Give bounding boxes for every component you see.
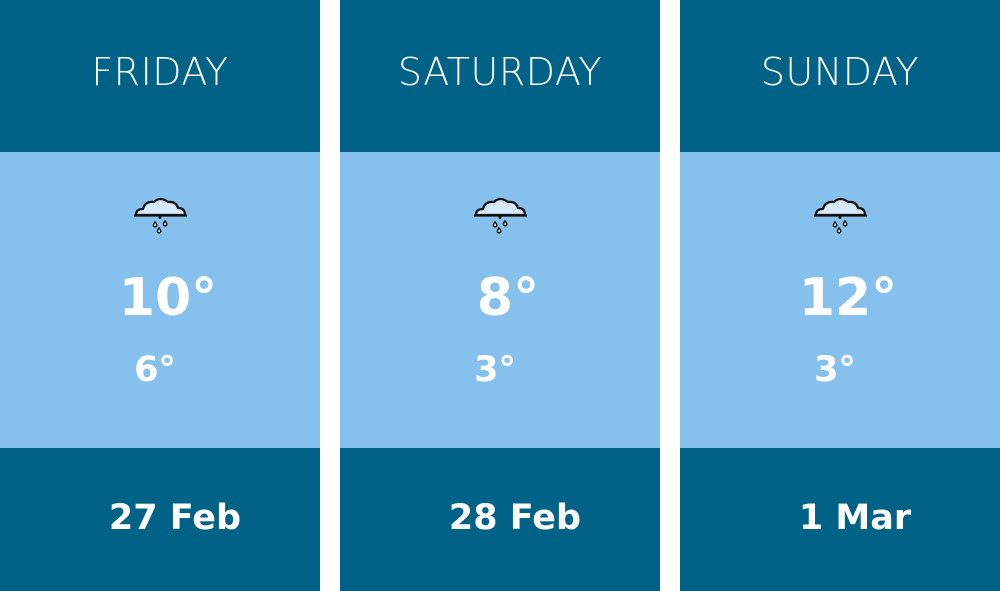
day-name: FRIDAY <box>91 50 229 94</box>
date-label: 1 Mar <box>798 498 912 538</box>
day-header: SATURDAY <box>340 0 660 152</box>
forecast-day-card: FRIDAY 10° 6° 27 Feb <box>0 0 320 591</box>
day-name: SATURDAY <box>397 50 603 94</box>
day-footer <box>340 448 660 591</box>
day-header: SUNDAY <box>680 0 1000 152</box>
low-temperature: 3° <box>814 350 856 390</box>
high-temperature: 8° <box>476 268 540 328</box>
forecast-day-card: SATURDAY 8° 3° 28 Feb <box>340 0 660 591</box>
rain-cloud-icon <box>134 197 187 234</box>
rain-cloud-icon <box>474 197 527 234</box>
day-name: SUNDAY <box>760 50 920 94</box>
high-temperature: 10° <box>118 268 218 328</box>
low-temperature: 6° <box>134 350 176 390</box>
high-temperature: 12° <box>798 268 898 328</box>
day-header: FRIDAY <box>0 0 320 152</box>
date-label: 28 Feb <box>448 498 582 538</box>
rain-cloud-icon <box>814 197 867 234</box>
low-temperature: 3° <box>474 350 516 390</box>
forecast-day-card: SUNDAY 12° 3° 1 Mar <box>680 0 1000 591</box>
day-footer <box>0 448 320 591</box>
date-label: 27 Feb <box>108 498 242 538</box>
day-footer <box>680 448 1000 591</box>
